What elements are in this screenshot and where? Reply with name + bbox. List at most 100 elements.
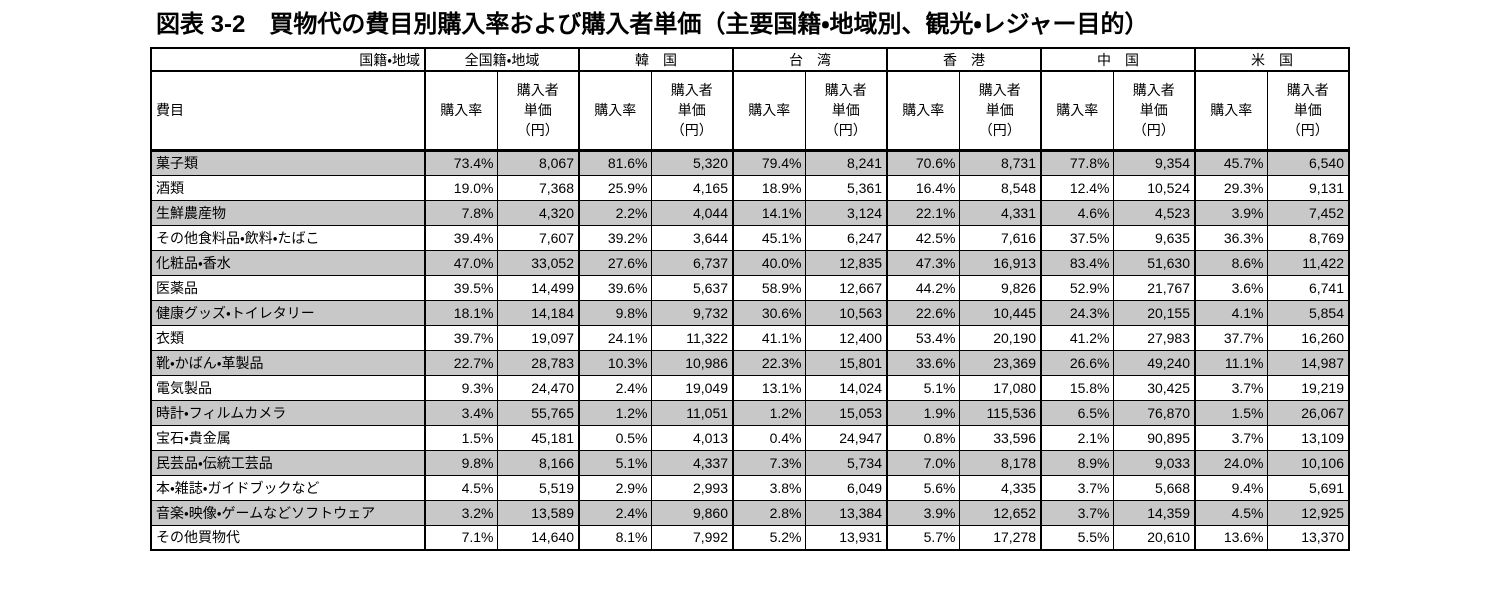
unit-price-cell: 33,052 <box>496 249 581 276</box>
figure-title: 図表 3-2 買物代の費目別購入率および購入者単価（主要国籍・地域別、観光・レジ… <box>156 11 1149 38</box>
unit-price-cell: 8,548 <box>958 174 1043 201</box>
purchase-rate-cell: 39.4% <box>424 224 498 251</box>
purchase-rate-cell: 1.9% <box>886 399 960 426</box>
table-body: 菓子類 73.4% 8,067 81.6% 5,320 79.4% 8,241 … <box>150 149 1351 551</box>
table-row: 衣類 39.7% 19,097 24.1% 11,322 41.1% 12,40… <box>150 324 1351 351</box>
table-row: 健康グッズ・トイレタリー 18.1% 14,184 9.8% 9,732 30.… <box>150 299 1351 326</box>
purchase-rate-cell: 5.6% <box>886 474 960 501</box>
unit-price-cell: 49,240 <box>1112 349 1197 376</box>
unit-price-cell: 11,422 <box>1266 249 1351 276</box>
unit-price-cell: 6,737 <box>650 249 735 276</box>
unit-price-cell: 10,986 <box>650 349 735 376</box>
purchase-rate-cell: 9.8% <box>424 449 498 476</box>
purchase-rate-cell: 39.5% <box>424 274 498 301</box>
purchase-rate-cell: 13.1% <box>732 374 806 401</box>
purchase-rate-header: 購入率 <box>578 70 652 152</box>
purchaser-unit-price-header: 購入者 単価 （円） <box>1266 70 1351 152</box>
purchase-rate-cell: 29.3% <box>1194 174 1268 201</box>
unit-price-cell: 12,400 <box>804 324 889 351</box>
unit-price-cell: 12,667 <box>804 274 889 301</box>
unit-price-cell: 76,870 <box>1112 399 1197 426</box>
unit-price-cell: 8,241 <box>804 149 889 176</box>
row-label: 化粧品・香水 <box>150 249 426 276</box>
unit-price-cell: 8,166 <box>496 449 581 476</box>
purchase-rate-cell: 30.6% <box>732 299 806 326</box>
purchase-rate-cell: 2.2% <box>578 199 652 226</box>
row-label: 宝石・貴金属 <box>150 424 426 451</box>
purchase-rate-cell: 58.9% <box>732 274 806 301</box>
corner-header-expense-item: 費目 <box>150 70 426 152</box>
unit-price-cell: 13,931 <box>804 524 889 551</box>
purchaser-unit-price-header: 購入者 単価 （円） <box>1112 70 1197 152</box>
unit-price-cell: 8,067 <box>496 149 581 176</box>
purchase-rate-cell: 3.9% <box>886 499 960 526</box>
purchase-rate-cell: 5.1% <box>578 449 652 476</box>
unit-price-cell: 5,519 <box>496 474 581 501</box>
purchase-rate-cell: 83.4% <box>1040 249 1114 276</box>
purchase-rate-cell: 2.8% <box>732 499 806 526</box>
purchase-rate-cell: 39.7% <box>424 324 498 351</box>
purchase-rate-cell: 8.6% <box>1194 249 1268 276</box>
purchase-rate-cell: 8.1% <box>578 524 652 551</box>
row-label: 靴・かばん・革製品 <box>150 349 426 376</box>
table-row: 本・雑誌・ガイドブックなど 4.5% 5,519 2.9% 2,993 3.8%… <box>150 474 1351 501</box>
unit-price-cell: 15,801 <box>804 349 889 376</box>
row-label: 民芸品・伝統工芸品 <box>150 449 426 476</box>
purchase-rate-cell: 19.0% <box>424 174 498 201</box>
unit-price-cell: 3,124 <box>804 199 889 226</box>
purchase-rate-cell: 40.0% <box>732 249 806 276</box>
purchase-rate-header: 購入率 <box>1194 70 1268 152</box>
unit-price-cell: 5,637 <box>650 274 735 301</box>
purchase-rate-cell: 39.2% <box>578 224 652 251</box>
unit-price-cell: 9,354 <box>1112 149 1197 176</box>
unit-price-cell: 9,732 <box>650 299 735 326</box>
unit-price-cell: 24,947 <box>804 424 889 451</box>
table-row: 民芸品・伝統工芸品 9.8% 8,166 5.1% 4,337 7.3% 5,7… <box>150 449 1351 476</box>
purchase-rate-cell: 6.5% <box>1040 399 1114 426</box>
row-label: 音楽・映像・ゲームなどソフトウェア <box>150 499 426 526</box>
purchase-rate-cell: 0.8% <box>886 424 960 451</box>
unit-price-cell: 24,470 <box>496 374 581 401</box>
purchase-rate-cell: 3.6% <box>1194 274 1268 301</box>
unit-price-cell: 7,368 <box>496 174 581 201</box>
unit-price-cell: 7,607 <box>496 224 581 251</box>
unit-price-cell: 13,589 <box>496 499 581 526</box>
unit-price-cell: 4,337 <box>650 449 735 476</box>
unit-price-cell: 27,983 <box>1112 324 1197 351</box>
purchase-rate-cell: 22.6% <box>886 299 960 326</box>
unit-price-cell: 13,370 <box>1266 524 1351 551</box>
purchase-rate-cell: 7.8% <box>424 199 498 226</box>
purchase-rate-header: 購入率 <box>732 70 806 152</box>
purchase-rate-cell: 4.6% <box>1040 199 1114 226</box>
col-group-header-hongkong: 香 港 <box>886 47 1043 72</box>
purchase-rate-cell: 79.4% <box>732 149 806 176</box>
purchase-rate-header: 購入率 <box>1040 70 1114 152</box>
purchase-rate-cell: 45.1% <box>732 224 806 251</box>
unit-price-cell: 10,106 <box>1266 449 1351 476</box>
purchase-rate-cell: 1.5% <box>424 424 498 451</box>
unit-price-cell: 45,181 <box>496 424 581 451</box>
unit-price-cell: 12,652 <box>958 499 1043 526</box>
unit-price-cell: 9,635 <box>1112 224 1197 251</box>
unit-price-cell: 5,854 <box>1266 299 1351 326</box>
row-label: 時計・フィルムカメラ <box>150 399 426 426</box>
unit-price-cell: 9,033 <box>1112 449 1197 476</box>
purchase-rate-cell: 3.7% <box>1040 474 1114 501</box>
col-group-header-usa: 米 国 <box>1194 47 1351 72</box>
purchase-rate-cell: 33.6% <box>886 349 960 376</box>
unit-price-cell: 51,630 <box>1112 249 1197 276</box>
purchase-rate-cell: 13.6% <box>1194 524 1268 551</box>
table-row: その他食料品・飲料・たばこ 39.4% 7,607 39.2% 3,644 45… <box>150 224 1351 251</box>
row-label: 本・雑誌・ガイドブックなど <box>150 474 426 501</box>
unit-price-cell: 14,987 <box>1266 349 1351 376</box>
purchase-rate-cell: 37.5% <box>1040 224 1114 251</box>
purchase-rate-cell: 81.6% <box>578 149 652 176</box>
unit-price-cell: 26,067 <box>1266 399 1351 426</box>
unit-price-cell: 115,536 <box>958 399 1043 426</box>
row-label: その他買物代 <box>150 524 426 551</box>
unit-price-cell: 14,184 <box>496 299 581 326</box>
unit-price-cell: 4,165 <box>650 174 735 201</box>
purchase-rate-cell: 3.8% <box>732 474 806 501</box>
purchase-rate-cell: 11.1% <box>1194 349 1268 376</box>
col-group-header-china: 中 国 <box>1040 47 1197 72</box>
